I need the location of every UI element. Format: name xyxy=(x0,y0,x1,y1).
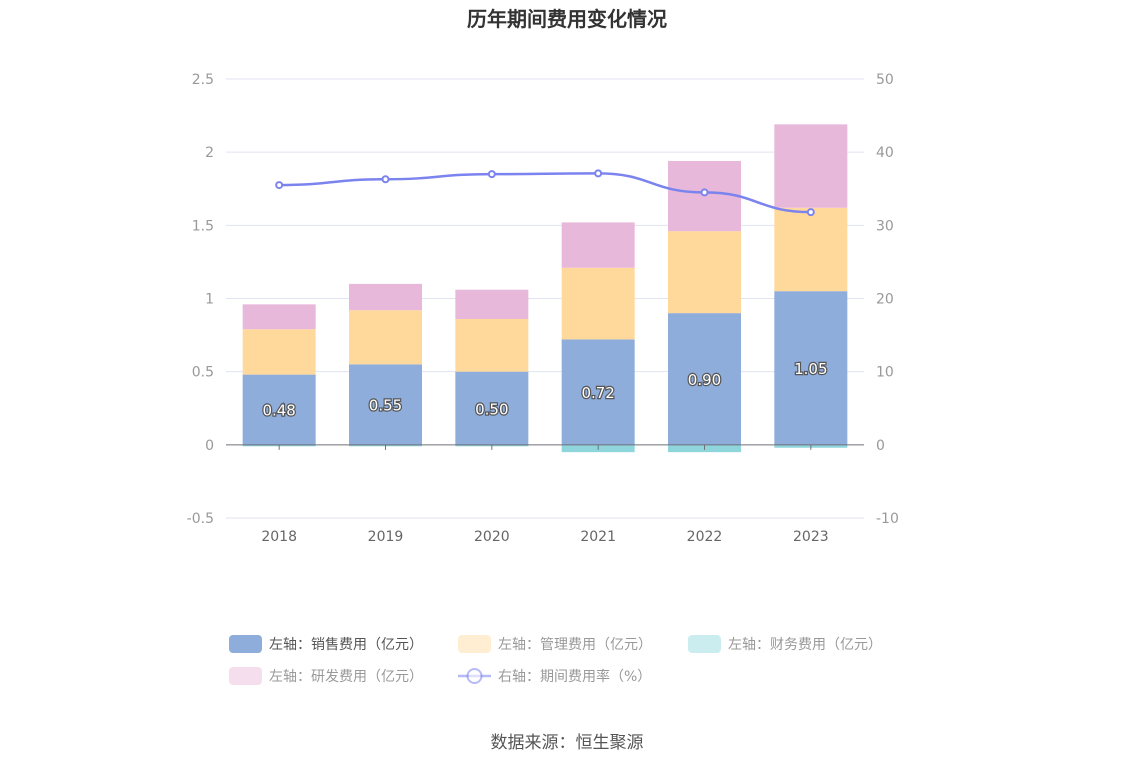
chart-title: 历年期间费用变化情况 xyxy=(467,7,667,31)
x-tick-label: 2023 xyxy=(793,529,829,545)
right-tick-label: -10 xyxy=(876,511,899,527)
legend-label: 左轴：管理费用（亿元） xyxy=(498,637,652,653)
legend-swatch xyxy=(688,635,721,653)
bar-value-label: 0.48 xyxy=(262,402,295,420)
legend-swatch xyxy=(229,635,262,653)
bar-segment xyxy=(242,304,316,330)
bar-segment xyxy=(774,291,848,445)
line-point xyxy=(381,175,390,184)
bar-segment xyxy=(242,329,316,375)
source-note: 数据来源：恒生聚源 xyxy=(491,733,644,753)
bar-segment xyxy=(349,283,422,311)
line-point xyxy=(700,188,709,197)
bar-segment xyxy=(561,222,635,268)
line-point xyxy=(806,208,815,217)
line-series xyxy=(275,169,815,217)
x-tick-label: 2018 xyxy=(261,529,297,545)
right-axis: -10 0 10 20 30 40 50 xyxy=(876,72,899,527)
bar-segment xyxy=(561,339,635,445)
line-point xyxy=(594,169,603,178)
bar-segment xyxy=(455,289,529,319)
right-tick-label: 20 xyxy=(876,292,894,308)
bar-value-label: 1.05 xyxy=(794,360,827,378)
bar-value-label: 0.50 xyxy=(475,400,508,418)
bar-segment xyxy=(455,371,529,445)
left-tick-label: -0.5 xyxy=(187,511,214,527)
bar-segment xyxy=(774,207,848,292)
bar-value-label: 0.72 xyxy=(581,384,614,402)
legend-label: 左轴：财务费用（亿元） xyxy=(728,637,882,653)
line-point xyxy=(487,170,496,179)
bar-segment xyxy=(455,318,529,372)
right-tick-label: 40 xyxy=(876,145,894,161)
left-tick-label: 2 xyxy=(205,145,214,161)
bar-value-label: 0.55 xyxy=(369,397,402,415)
left-tick-label: 2.5 xyxy=(192,72,214,88)
bar-segment xyxy=(668,231,741,314)
x-tick-label: 2020 xyxy=(474,529,510,545)
bar-segment xyxy=(349,364,422,445)
legend-swatch xyxy=(229,667,262,685)
bar-segment xyxy=(668,313,741,445)
legend-swatch xyxy=(458,635,491,653)
right-tick-label: 50 xyxy=(876,72,894,88)
x-tick-label: 2019 xyxy=(368,529,404,545)
left-axis: -0.5 0 0.5 1 1.5 2 2.5 xyxy=(187,72,214,527)
x-tick-label: 2021 xyxy=(580,529,616,545)
right-tick-label: 0 xyxy=(876,438,885,454)
bar-series xyxy=(242,124,848,453)
left-tick-label: 0.5 xyxy=(192,365,214,381)
bar-segment xyxy=(561,267,635,340)
left-tick-label: 1 xyxy=(205,292,214,308)
right-tick-label: 30 xyxy=(876,218,894,234)
bar-segment xyxy=(349,310,422,365)
bar-value-label: 0.90 xyxy=(688,371,721,389)
line-path xyxy=(279,172,811,214)
left-tick-label: 1.5 xyxy=(192,218,214,234)
bar-segment xyxy=(242,374,316,445)
legend-label: 右轴：期间费用率（%） xyxy=(498,668,651,685)
bar-data-labels: 0.48 0.55 0.50 0.72 0.90 1.05 xyxy=(261,359,828,421)
x-tick-label: 2022 xyxy=(687,529,723,545)
legend-line-marker xyxy=(466,668,483,684)
legend-label: 左轴：销售费用（亿元） xyxy=(269,637,423,653)
x-axis: 2018 2019 2020 2021 2022 2023 xyxy=(226,444,864,545)
bar-segment xyxy=(774,124,848,208)
legend-label: 左轴：研发费用（亿元） xyxy=(269,669,423,685)
grid-lines xyxy=(226,78,864,519)
line-point xyxy=(275,181,284,190)
legend: 左轴：销售费用（亿元） 左轴：管理费用（亿元） 左轴：财务费用（亿元） 左轴：研发费用… xyxy=(229,635,882,685)
right-tick-label: 10 xyxy=(876,365,894,381)
left-tick-label: 0 xyxy=(205,438,214,454)
